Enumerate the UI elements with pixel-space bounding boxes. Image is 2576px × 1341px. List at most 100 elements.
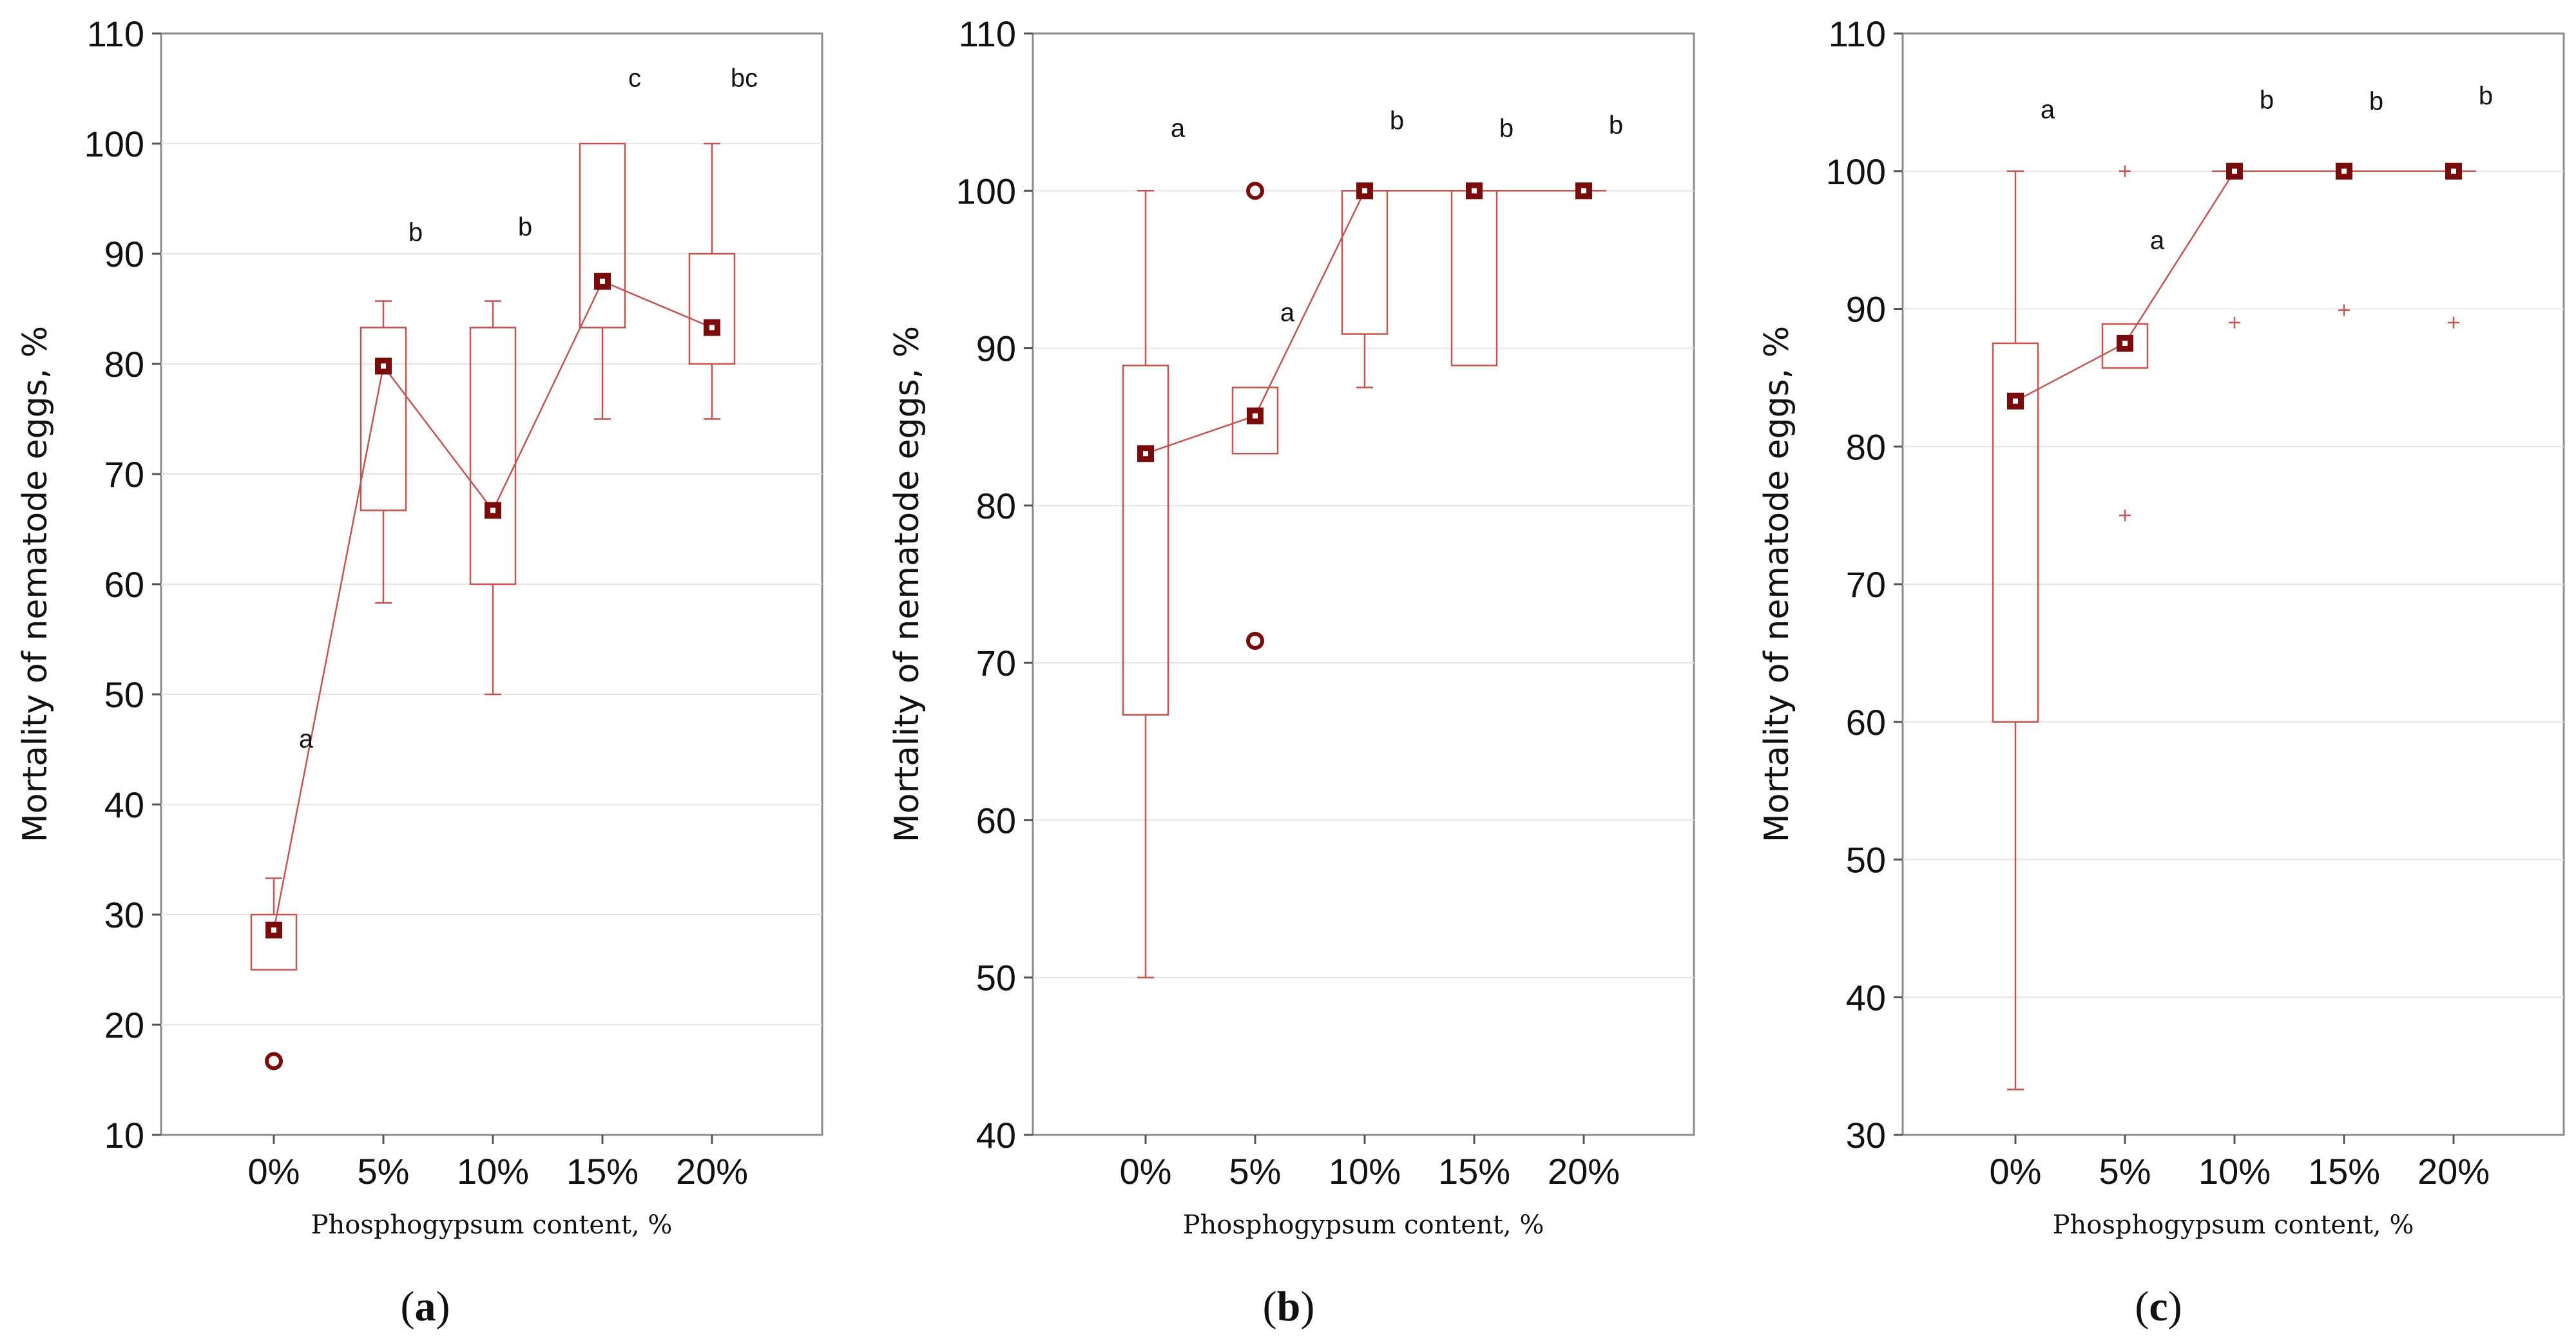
y-axis-label: Mortality of nematode eggs, % <box>1758 326 1796 842</box>
significance-letter: b <box>2369 88 2383 116</box>
plot-frame <box>1032 32 1695 1136</box>
box-5% <box>360 327 407 511</box>
y-tick-label: 60 <box>104 564 144 605</box>
box-plot-marks <box>250 142 736 1070</box>
panel-caption: (b) <box>1263 1283 1315 1330</box>
median-marker-center <box>2341 168 2347 174</box>
y-axis-ticks: 10 20 30 40 50 60 70 80 90 100 110 <box>84 14 161 1156</box>
significance-letter: c <box>628 64 641 92</box>
x-tick-label: 20% <box>1548 1151 1620 1192</box>
significance-letter: bc <box>731 64 758 92</box>
x-axis-ticks: 0% 5% 10% 15% 20% <box>1120 1135 1620 1192</box>
median-marker-center <box>271 927 276 933</box>
y-tick-label: 70 <box>104 454 144 495</box>
significance-letter: a <box>299 725 314 753</box>
y-tick-label: 50 <box>1846 840 1886 880</box>
median-marker-center <box>2232 168 2237 174</box>
box-5% <box>1231 386 1279 455</box>
median-marker-center <box>490 508 495 513</box>
significance-letters: a a b b b <box>1171 106 1623 327</box>
y-tick-label: 110 <box>959 14 1016 54</box>
box-10% <box>1341 190 1389 335</box>
box-15% <box>579 142 626 328</box>
median-marker-center <box>1143 451 1148 457</box>
x-tick-label: 20% <box>2417 1151 2490 1192</box>
x-tick-label: 20% <box>676 1151 748 1192</box>
x-axis-label: Phosphogypsum content, % <box>1183 1210 1544 1240</box>
significance-letter: b <box>2479 82 2493 110</box>
box-plot-marks <box>1992 162 2476 1090</box>
y-tick-label: 80 <box>1846 426 1886 467</box>
x-tick-label: 10% <box>2198 1151 2271 1192</box>
y-tick-label: 10 <box>104 1115 144 1156</box>
significance-letter: a <box>1171 115 1186 143</box>
x-tick-label: 5% <box>358 1151 410 1192</box>
significance-letter: a <box>1280 298 1295 327</box>
y-tick-label: 80 <box>976 486 1016 526</box>
panel-letter: c <box>2149 1283 2167 1330</box>
gridlines <box>1903 170 2564 998</box>
box-10% <box>469 327 517 585</box>
y-axis-label: Mortality of nematode eggs, % <box>16 326 55 842</box>
x-tick-label: 5% <box>1229 1151 1282 1192</box>
box-plot-marks <box>1122 182 1606 978</box>
panel-letter: a <box>415 1283 436 1330</box>
significance-letter: a <box>2041 96 2055 124</box>
significance-letters: ab bc bc <box>299 64 758 753</box>
panel-c: 30 40 50 60 70 80 90 100 110 0% 5% 10% 15% 20% a a b b b… <box>1758 14 2565 1330</box>
x-axis-ticks: 0% 5% 10% 15% 20% <box>248 1135 748 1192</box>
x-tick-label: 10% <box>457 1151 529 1192</box>
x-tick-label: 0% <box>248 1151 300 1192</box>
significance-letter: b <box>1499 115 1514 143</box>
y-tick-label: 100 <box>956 171 1016 211</box>
outlier-point <box>1246 182 1264 200</box>
median-marker-center <box>1362 188 1367 194</box>
median-marker-center <box>1581 188 1586 194</box>
median-marker-center <box>2122 340 2128 346</box>
median-marker-center <box>381 363 386 369</box>
panel-caption: (a) <box>401 1283 450 1330</box>
median-marker-center <box>709 325 715 330</box>
significance-letter: b <box>409 218 423 247</box>
median-marker-center <box>2451 168 2456 174</box>
outlier-point <box>265 1052 283 1070</box>
y-tick-label: 50 <box>976 958 1016 998</box>
y-tick-label: 30 <box>104 895 144 935</box>
significance-letter: a <box>2150 227 2165 255</box>
significance-letter: b <box>518 213 532 241</box>
box-15% <box>1450 190 1498 366</box>
y-tick-label: 60 <box>1846 702 1886 743</box>
significance-letter: b <box>2260 86 2274 115</box>
median-marker-center <box>600 278 605 284</box>
x-tick-label: 0% <box>1120 1151 1172 1192</box>
y-tick-label: 110 <box>1829 14 1886 54</box>
panel-letter: b <box>1277 1283 1301 1330</box>
y-tick-label: 50 <box>104 674 144 715</box>
y-tick-label: 30 <box>1846 1115 1886 1156</box>
y-tick-label: 90 <box>976 328 1016 369</box>
x-axis-label: Phosphogypsum content, % <box>311 1210 673 1240</box>
outlier-point <box>1246 631 1264 650</box>
y-tick-label: 40 <box>1846 977 1886 1018</box>
median-marker-center <box>1472 188 1477 194</box>
y-tick-label: 100 <box>1826 151 1886 192</box>
panel-a: 10 20 30 40 50 60 70 80 90 100 110 0% 5% 10% 15% 20% a… <box>16 14 823 1330</box>
median-connector-line <box>1145 190 1584 455</box>
median-marker-center <box>2013 398 2018 404</box>
x-tick-label: 0% <box>1990 1151 2042 1192</box>
y-tick-label: 90 <box>1846 289 1886 330</box>
x-tick-label: 15% <box>566 1151 639 1192</box>
significance-letter: b <box>1609 111 1623 140</box>
y-axis-ticks: 30 40 50 60 70 80 90 100 110 <box>1826 14 1903 1156</box>
y-tick-label: 40 <box>104 785 144 825</box>
y-tick-label: 20 <box>104 1005 144 1045</box>
significance-letter: b <box>1390 106 1404 135</box>
box-20% <box>688 252 736 365</box>
y-axis-label: Mortality of nematode eggs, % <box>888 326 927 842</box>
x-axis-label: Phosphogypsum content, % <box>2053 1210 2414 1240</box>
median-connector-line <box>2015 170 2454 402</box>
significance-letters: a a b b b <box>2041 82 2493 254</box>
y-tick-label: 40 <box>976 1115 1016 1156</box>
y-tick-label: 100 <box>84 124 144 164</box>
